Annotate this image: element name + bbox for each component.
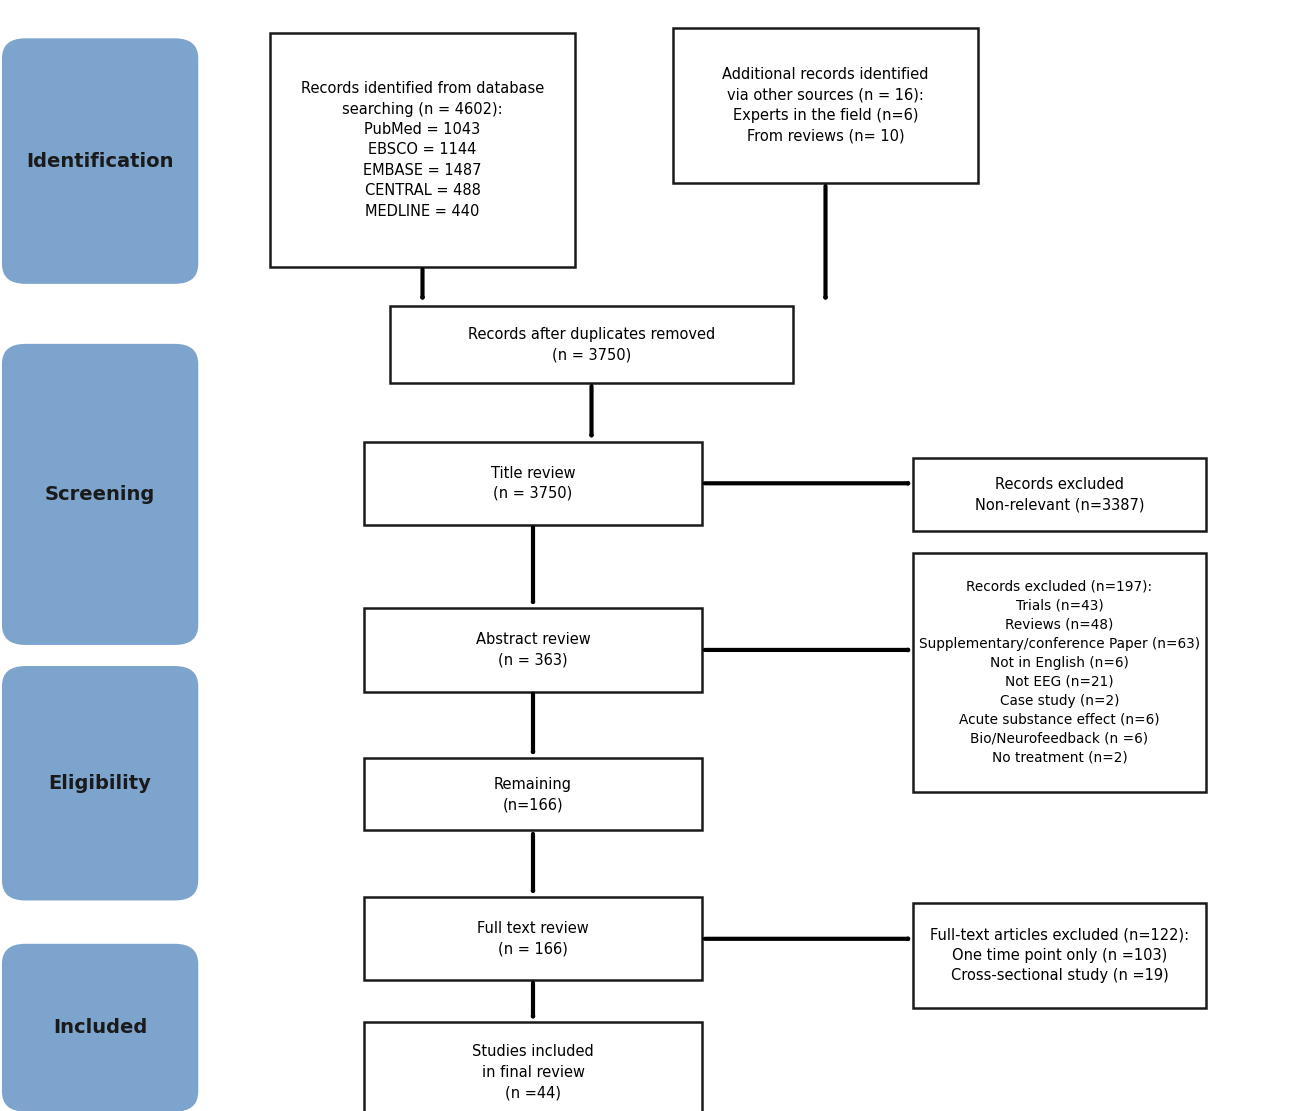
Text: Remaining
(n=166): Remaining (n=166) <box>494 777 572 812</box>
FancyBboxPatch shape <box>1 344 198 644</box>
Text: Records after duplicates removed
(n = 3750): Records after duplicates removed (n = 37… <box>468 327 715 362</box>
Text: Records excluded (n=197):
Trials (n=43)
Reviews (n=48)
Supplementary/conference : Records excluded (n=197): Trials (n=43) … <box>919 580 1200 764</box>
Text: Identification: Identification <box>26 151 174 171</box>
Bar <box>913 458 1205 530</box>
Text: Included: Included <box>53 1018 147 1038</box>
Text: Screening: Screening <box>46 484 155 504</box>
Text: Records excluded
Non-relevant (n=3387): Records excluded Non-relevant (n=3387) <box>975 477 1144 512</box>
Bar <box>913 552 1205 791</box>
Text: Additional records identified
via other sources (n = 16):
Experts in the field (: Additional records identified via other … <box>723 68 928 143</box>
Text: Eligibility: Eligibility <box>48 773 152 793</box>
FancyBboxPatch shape <box>1 39 198 284</box>
Bar <box>390 306 793 383</box>
Text: Abstract review
(n = 363): Abstract review (n = 363) <box>476 632 590 668</box>
Bar <box>364 1022 702 1111</box>
Text: Studies included
in final review
(n =44): Studies included in final review (n =44) <box>472 1044 594 1100</box>
Text: Full text review
(n = 166): Full text review (n = 166) <box>477 921 589 957</box>
FancyBboxPatch shape <box>1 667 198 900</box>
Bar <box>364 609 702 691</box>
Bar <box>913 902 1205 1009</box>
Bar <box>270 33 575 267</box>
Bar <box>364 898 702 981</box>
Bar <box>364 442 702 526</box>
Text: Records identified from database
searching (n = 4602):
PubMed = 1043
EBSCO = 114: Records identified from database searchi… <box>300 81 545 219</box>
Text: Full-text articles excluded (n=122):
One time point only (n =103)
Cross-sectiona: Full-text articles excluded (n=122): One… <box>930 928 1190 983</box>
FancyBboxPatch shape <box>1 944 198 1111</box>
Bar <box>364 759 702 831</box>
Text: Title review
(n = 3750): Title review (n = 3750) <box>490 466 576 501</box>
Bar <box>673 28 979 183</box>
